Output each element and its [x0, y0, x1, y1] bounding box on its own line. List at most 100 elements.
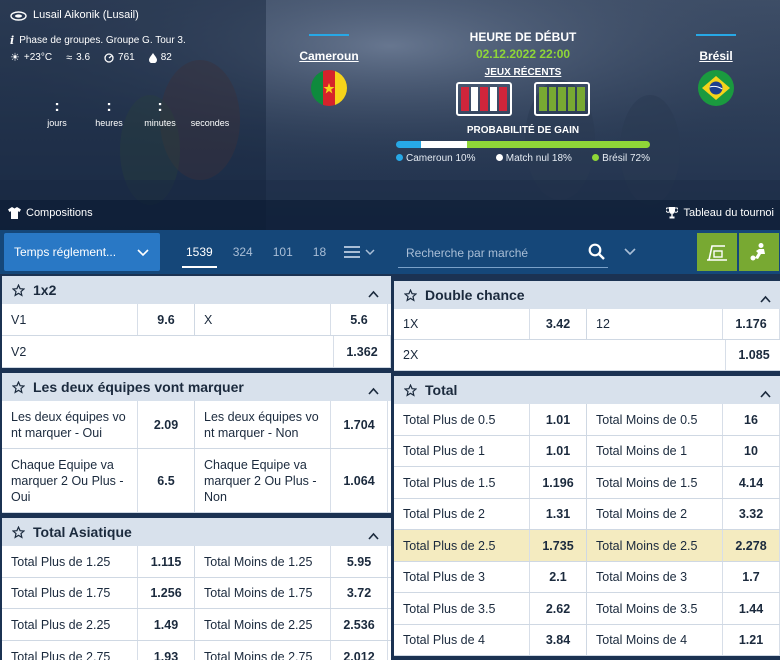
odds-value[interactable]: 2.536 — [330, 609, 388, 640]
odds-cell[interactable]: Total Plus de 3 2.1 — [394, 562, 587, 592]
odds-cell[interactable]: X 5.6 — [195, 304, 388, 335]
tab-markets-3[interactable]: 101 — [272, 245, 293, 259]
odds-value[interactable]: 4.14 — [722, 467, 780, 498]
odds-value[interactable]: 2.1 — [529, 562, 587, 592]
odds-cell[interactable]: Total Moins de 2.25 2.536 — [195, 609, 388, 640]
odds-value[interactable]: 2.09 — [137, 401, 195, 448]
odds-value[interactable]: 5.6 — [330, 304, 388, 335]
odds-cell[interactable]: Chaque Equipe va marquer 2 Ou Plus - Oui… — [2, 449, 195, 512]
odds-cell[interactable]: Total Plus de 1.75 1.256 — [2, 578, 195, 608]
market-header[interactable]: Total Asiatique — [2, 518, 391, 546]
odds-value[interactable]: 3.32 — [722, 499, 780, 529]
odds-cell[interactable]: Total Plus de 1.5 1.196 — [394, 467, 587, 498]
odds-value[interactable]: 1.362 — [333, 336, 391, 367]
odds-value[interactable]: 1.49 — [137, 609, 195, 640]
tab-all-markets[interactable]: 1539 — [176, 230, 223, 274]
odds-value[interactable]: 1.115 — [137, 546, 195, 577]
player-stats-button[interactable] — [739, 233, 779, 271]
odds-cell[interactable]: 2X 1.085 — [394, 340, 780, 370]
odds-value[interactable]: 1.176 — [722, 309, 780, 339]
list-view-toggle[interactable] — [344, 245, 375, 259]
star-icon[interactable] — [12, 283, 25, 297]
odds-cell[interactable]: Total Moins de 1.25 5.95 — [195, 546, 388, 577]
odds-cell[interactable]: Total Moins de 0.5 16 — [587, 404, 780, 435]
tournament-table-link[interactable]: Tableau du tournoi — [666, 207, 774, 219]
odds-cell[interactable]: Total Plus de 1 1.01 — [394, 436, 587, 466]
home-team[interactable]: Cameroun — [297, 34, 361, 106]
chevron-down-icon[interactable] — [624, 245, 636, 257]
market-header[interactable]: Les deux équipes vont marquer — [2, 373, 391, 401]
odds-value[interactable]: 5.95 — [330, 546, 388, 577]
odds-cell[interactable]: Total Moins de 2.75 2.012 — [195, 641, 388, 660]
recent-games-link[interactable]: JEUX RÉCENTS — [484, 67, 562, 78]
odds-cell[interactable]: Total Plus de 2.75 1.93 — [2, 641, 195, 660]
odds-value[interactable]: 1.085 — [725, 340, 780, 370]
odds-value[interactable]: 16 — [722, 404, 780, 435]
odds-value[interactable]: 2.012 — [330, 641, 388, 660]
odds-value[interactable]: 3.84 — [529, 625, 587, 655]
chevron-up-icon[interactable] — [760, 385, 771, 401]
odds-value[interactable]: 1.01 — [529, 436, 587, 466]
odds-cell[interactable]: Total Moins de 3.5 1.44 — [587, 593, 780, 624]
odds-cell[interactable]: 1X 3.42 — [394, 309, 587, 339]
market-header[interactable]: 1x2 — [2, 276, 391, 304]
chevron-up-icon[interactable] — [368, 285, 379, 301]
odds-value[interactable]: 3.72 — [330, 578, 388, 608]
odds-value[interactable]: 1.064 — [330, 449, 388, 512]
away-recent-form[interactable] — [534, 82, 590, 116]
odds-cell[interactable]: Total Moins de 1.5 4.14 — [587, 467, 780, 498]
away-team[interactable]: Brésil — [684, 34, 748, 106]
tab-markets-4[interactable]: 18 — [312, 245, 327, 259]
odds-cell[interactable]: Les deux équipes vo nt marquer - Oui 2.09 — [2, 401, 195, 448]
star-icon[interactable] — [12, 525, 25, 539]
odds-value[interactable]: 6.5 — [137, 449, 195, 512]
odds-cell[interactable]: Total Plus de 4 3.84 — [394, 625, 587, 655]
odds-cell[interactable]: Total Moins de 1.75 3.72 — [195, 578, 388, 608]
odds-cell[interactable]: Les deux équipes vo nt marquer - Non 1.70… — [195, 401, 388, 448]
odds-cell[interactable]: Total Plus de 2.5 1.735 — [394, 530, 587, 561]
odds-value[interactable]: 1.7 — [722, 562, 780, 592]
odds-cell[interactable]: Chaque Equipe va marquer 2 Ou Plus - Non… — [195, 449, 388, 512]
odds-value[interactable]: 1.01 — [529, 404, 587, 435]
odds-value[interactable]: 2.62 — [529, 593, 587, 624]
odds-value[interactable]: 3.42 — [529, 309, 587, 339]
odds-cell[interactable]: Total Moins de 3 1.7 — [587, 562, 780, 592]
tab-markets-2[interactable]: 324 — [232, 245, 253, 259]
chevron-up-icon[interactable] — [368, 527, 379, 543]
odds-value[interactable]: 10 — [722, 436, 780, 466]
compositions-link[interactable]: Compositions — [8, 207, 93, 219]
odds-value[interactable]: 1.735 — [529, 530, 587, 561]
odds-cell[interactable]: 12 1.176 — [587, 309, 780, 339]
market-search-input[interactable]: Recherche par marché — [398, 238, 608, 268]
odds-value[interactable]: 2.278 — [722, 530, 780, 561]
odds-value[interactable]: 1.196 — [529, 467, 587, 498]
chevron-up-icon[interactable] — [760, 290, 771, 306]
odds-cell[interactable]: Total Plus de 3.5 2.62 — [394, 593, 587, 624]
odds-value[interactable]: 1.93 — [137, 641, 195, 660]
stadium-view-button[interactable] — [697, 233, 737, 271]
odds-value[interactable]: 1.704 — [330, 401, 388, 448]
odds-cell[interactable]: Total Plus de 2 1.31 — [394, 499, 587, 529]
odds-cell[interactable]: Total Plus de 0.5 1.01 — [394, 404, 587, 435]
star-icon[interactable] — [12, 380, 25, 394]
period-select[interactable]: Temps réglement... — [4, 233, 160, 271]
market-header[interactable]: Total — [394, 376, 780, 404]
odds-value[interactable]: 1.31 — [529, 499, 587, 529]
odds-cell[interactable]: Total Moins de 4 1.21 — [587, 625, 780, 655]
star-icon[interactable] — [404, 383, 417, 397]
odds-cell[interactable]: V1 9.6 — [2, 304, 195, 335]
chevron-up-icon[interactable] — [368, 382, 379, 398]
search-icon[interactable] — [588, 243, 606, 261]
odds-cell[interactable]: Total Moins de 2.5 2.278 — [587, 530, 780, 561]
market-header[interactable]: Double chance — [394, 281, 780, 309]
star-icon[interactable] — [404, 288, 417, 302]
home-recent-form[interactable] — [456, 82, 512, 116]
odds-cell[interactable]: Total Moins de 2 3.32 — [587, 499, 780, 529]
odds-cell[interactable]: Total Moins de 1 10 — [587, 436, 780, 466]
odds-value[interactable]: 1.44 — [722, 593, 780, 624]
odds-value[interactable]: 9.6 — [137, 304, 195, 335]
odds-cell[interactable]: Total Plus de 1.25 1.115 — [2, 546, 195, 577]
odds-value[interactable]: 1.256 — [137, 578, 195, 608]
odds-cell[interactable]: V2 1.362 — [2, 336, 391, 367]
odds-value[interactable]: 1.21 — [722, 625, 780, 655]
